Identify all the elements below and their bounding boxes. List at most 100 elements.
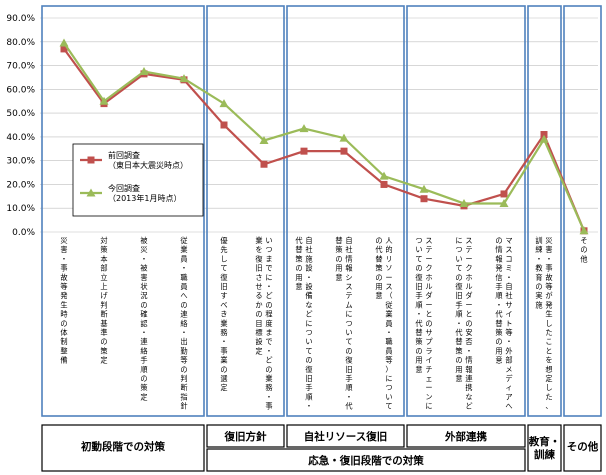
- svg-text:自: 自: [305, 236, 312, 245]
- svg-text:断: 断: [100, 310, 107, 319]
- data-point: [339, 133, 349, 142]
- svg-text:い: い: [455, 254, 462, 263]
- svg-text:そ: そ: [580, 236, 587, 245]
- data-point: [379, 171, 389, 180]
- svg-text:自: 自: [345, 236, 352, 245]
- svg-text:の: の: [415, 264, 422, 273]
- svg-text:策: 策: [455, 346, 462, 355]
- group-band: [406, 424, 526, 448]
- svg-text:替: 替: [335, 236, 342, 245]
- supergroup-band: [206, 448, 526, 472]
- svg-text:替: 替: [415, 328, 422, 337]
- svg-text:シ: シ: [345, 273, 352, 282]
- svg-text:意: 意: [295, 282, 302, 291]
- svg-text:体: 体: [60, 328, 67, 337]
- legend-marker: [87, 156, 95, 164]
- svg-text:と: と: [425, 310, 432, 319]
- svg-text:業: 業: [180, 245, 187, 254]
- svg-text:い: い: [345, 328, 352, 337]
- svg-text:替: 替: [295, 245, 302, 254]
- svg-text:な: な: [305, 300, 312, 309]
- svg-text:部: 部: [100, 264, 107, 273]
- group-label: 外部連携: [444, 430, 487, 443]
- data-point: [380, 180, 388, 188]
- data-point: [499, 198, 509, 207]
- svg-text:事: 事: [265, 402, 272, 411]
- svg-text:情: 情: [345, 254, 352, 263]
- svg-text:事: 事: [60, 264, 67, 273]
- svg-text:・: ・: [180, 264, 187, 273]
- svg-text:連: 連: [465, 374, 472, 383]
- svg-text:出: 出: [180, 337, 187, 346]
- svg-text:務: 務: [265, 383, 273, 392]
- svg-text:時: 時: [60, 310, 67, 319]
- svg-text:実: 実: [535, 291, 542, 300]
- svg-text:手: 手: [415, 291, 422, 300]
- svg-text:代: 代: [495, 310, 502, 319]
- svg-text:に: に: [345, 310, 352, 319]
- legend-label: （東日本大震災時点）: [108, 160, 188, 170]
- svg-text:、: 、: [545, 402, 552, 411]
- svg-text:策: 策: [100, 245, 107, 254]
- svg-text:信: 信: [495, 273, 502, 282]
- group-box: [286, 5, 405, 417]
- svg-text:替: 替: [455, 337, 462, 346]
- svg-text:・: ・: [180, 328, 187, 337]
- svg-text:ダ: ダ: [465, 291, 472, 300]
- svg-text:が: が: [545, 291, 552, 300]
- svg-text:順: 順: [495, 291, 502, 300]
- svg-text:勤: 勤: [180, 346, 187, 355]
- svg-text:ー: ー: [385, 273, 392, 282]
- svg-text:員: 員: [385, 319, 392, 328]
- svg-text:ど: ど: [265, 291, 272, 300]
- svg-text:従: 従: [180, 236, 187, 245]
- svg-text:設: 設: [305, 264, 312, 273]
- svg-text:情: 情: [465, 356, 472, 365]
- svg-text:ど: ど: [465, 402, 472, 411]
- svg-text:順: 順: [345, 383, 352, 392]
- svg-text:社: 社: [345, 245, 352, 254]
- group-label: その他: [567, 440, 599, 453]
- supergroup-label: 応急・復旧段階での対策: [308, 454, 424, 467]
- group-box: [206, 5, 285, 417]
- svg-text:発: 発: [495, 264, 502, 273]
- svg-text:確: 確: [140, 310, 147, 319]
- svg-text:さ: さ: [255, 273, 262, 282]
- svg-text:練: 練: [535, 245, 542, 254]
- svg-text:旧: 旧: [220, 282, 227, 291]
- svg-text:マ: マ: [505, 236, 512, 245]
- svg-text:サ: サ: [505, 300, 512, 309]
- y-tick-label: 80.0%: [6, 38, 35, 48]
- svg-text:デ: デ: [505, 374, 513, 383]
- svg-text:訓: 訓: [535, 236, 542, 245]
- group-label: 初動段階での対策: [81, 440, 165, 453]
- svg-text:・: ・: [415, 310, 422, 319]
- svg-text:策: 策: [375, 264, 382, 273]
- data-point: [179, 74, 189, 83]
- svg-text:準: 準: [100, 328, 107, 337]
- svg-text:害: 害: [140, 273, 147, 282]
- svg-text:・: ・: [265, 282, 272, 291]
- svg-text:災: 災: [60, 236, 67, 245]
- svg-text:つ: つ: [305, 328, 312, 337]
- data-point: [220, 121, 228, 129]
- svg-text:の: の: [265, 365, 272, 374]
- svg-text:復: 復: [345, 356, 352, 365]
- y-tick-label: 0.0%: [12, 228, 35, 238]
- svg-text:定: 定: [255, 346, 262, 355]
- svg-text:部: 部: [505, 356, 512, 365]
- y-tick-label: 10.0%: [6, 204, 35, 214]
- svg-text:施: 施: [535, 300, 542, 309]
- group-label: 復旧方針: [224, 430, 267, 443]
- svg-text:・: ・: [305, 273, 312, 282]
- svg-text:ー: ー: [425, 254, 432, 263]
- svg-text:生: 生: [60, 300, 67, 309]
- svg-text:替: 替: [495, 319, 502, 328]
- svg-text:整: 整: [60, 346, 67, 355]
- svg-text:の: の: [375, 273, 382, 282]
- category-label: その他: [580, 236, 587, 263]
- svg-text:・: ・: [140, 254, 147, 263]
- svg-text:災: 災: [140, 245, 147, 254]
- svg-text:等: 等: [180, 356, 187, 365]
- svg-text:本: 本: [100, 254, 107, 263]
